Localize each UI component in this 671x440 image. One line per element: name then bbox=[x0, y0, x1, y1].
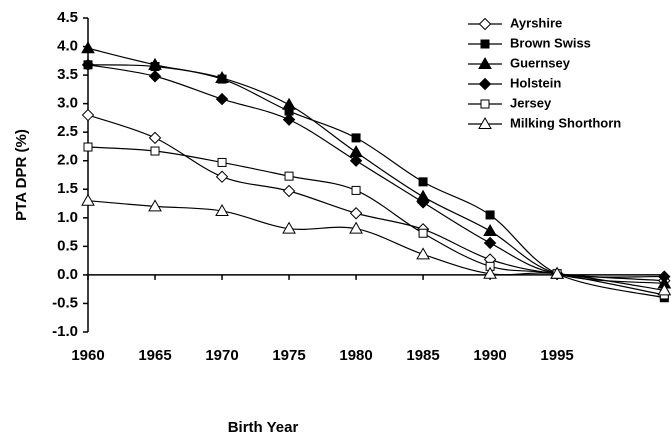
data-point bbox=[215, 203, 229, 216]
data-point bbox=[81, 108, 95, 122]
legend-label: Holstein bbox=[510, 75, 561, 90]
legend-label: Brown Swiss bbox=[510, 35, 591, 50]
data-point bbox=[81, 193, 95, 206]
legend-label: Jersey bbox=[510, 95, 552, 110]
data-point bbox=[282, 184, 296, 198]
y-tick-label: 0.0 bbox=[57, 266, 78, 283]
data-point bbox=[81, 41, 95, 54]
data-point bbox=[485, 210, 495, 220]
series-line bbox=[87, 200, 665, 291]
data-point bbox=[351, 133, 361, 143]
data-point bbox=[282, 97, 296, 110]
y-axis-label: PTA DPR (%) bbox=[13, 129, 30, 221]
legend-label: Milking Shorthorn bbox=[510, 115, 621, 130]
x-tick-label: 1960 bbox=[71, 347, 104, 364]
data-point bbox=[215, 70, 229, 83]
y-tick-label: 4.0 bbox=[57, 38, 78, 55]
legend-marker bbox=[478, 116, 492, 129]
y-tick-label: 3.5 bbox=[57, 66, 78, 83]
data-point bbox=[284, 171, 294, 181]
data-point bbox=[215, 170, 229, 183]
data-point bbox=[282, 113, 296, 126]
x-tick-label: 1985 bbox=[406, 347, 439, 364]
data-point bbox=[349, 221, 363, 234]
data-point bbox=[148, 70, 162, 83]
data-point bbox=[483, 236, 497, 250]
y-tick-label: 4.5 bbox=[57, 9, 78, 26]
data-point bbox=[83, 142, 93, 152]
data-point bbox=[416, 247, 430, 260]
data-point bbox=[148, 57, 162, 70]
series-line bbox=[87, 114, 665, 282]
x-tick-label: 1995 bbox=[540, 347, 573, 364]
legend-marker bbox=[478, 56, 492, 69]
y-tick-label: 1.0 bbox=[57, 209, 78, 226]
x-tick-label: 1980 bbox=[339, 347, 372, 364]
data-point bbox=[148, 131, 162, 145]
data-point bbox=[483, 266, 497, 279]
data-point bbox=[657, 283, 671, 296]
data-point bbox=[658, 270, 671, 283]
legend-label: Ayrshire bbox=[510, 15, 562, 30]
x-tick-label: 1990 bbox=[473, 347, 506, 364]
data-point bbox=[217, 157, 227, 167]
data-point bbox=[215, 92, 229, 106]
legend-marker bbox=[480, 99, 490, 109]
y-tick-label: 2.5 bbox=[57, 123, 78, 140]
x-axis-label: Birth Year bbox=[228, 419, 299, 436]
y-tick-label: -1.0 bbox=[52, 323, 78, 340]
y-tick-label: 1.5 bbox=[57, 180, 78, 197]
data-point bbox=[351, 185, 361, 195]
series-line bbox=[87, 146, 665, 296]
legend-marker bbox=[478, 17, 492, 31]
y-tick-label: 3.0 bbox=[57, 95, 78, 112]
data-point bbox=[150, 146, 160, 156]
series-line bbox=[87, 64, 665, 299]
series-line bbox=[87, 47, 665, 285]
data-point bbox=[418, 228, 428, 238]
y-tick-label: 0.5 bbox=[57, 237, 78, 254]
data-point bbox=[81, 58, 95, 72]
series-line bbox=[87, 64, 665, 278]
data-point bbox=[349, 207, 363, 220]
data-point bbox=[282, 221, 296, 234]
data-point bbox=[349, 154, 363, 167]
data-point bbox=[148, 199, 162, 212]
legend-marker bbox=[480, 39, 490, 49]
data-point bbox=[483, 223, 497, 236]
y-tick-label: 2.0 bbox=[57, 152, 78, 169]
legend-marker bbox=[478, 77, 492, 91]
x-tick-label: 1965 bbox=[138, 347, 171, 364]
data-point bbox=[416, 196, 430, 209]
y-tick-label: -0.5 bbox=[52, 294, 78, 311]
data-point bbox=[550, 266, 564, 279]
x-tick-label: 1970 bbox=[205, 347, 238, 364]
x-tick-label: 1975 bbox=[272, 347, 305, 364]
data-point bbox=[418, 177, 428, 187]
legend-label: Guernsey bbox=[510, 55, 571, 70]
